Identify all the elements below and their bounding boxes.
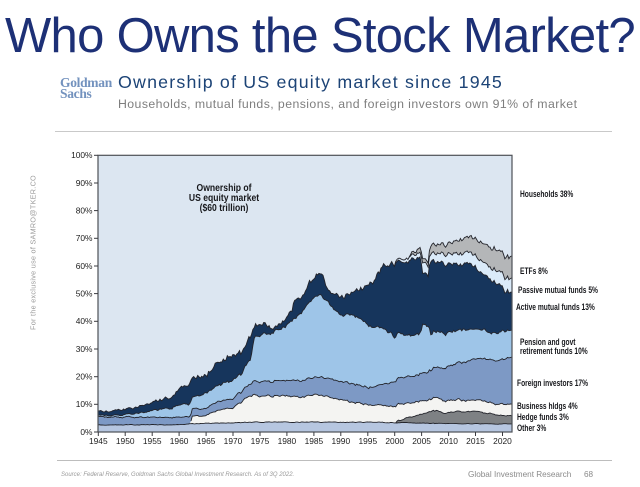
svg-text:50%: 50% <box>76 288 93 298</box>
svg-text:0%: 0% <box>80 427 93 437</box>
svg-text:1945: 1945 <box>89 436 108 446</box>
svg-text:40%: 40% <box>76 316 93 326</box>
svg-text:60%: 60% <box>76 261 93 271</box>
svg-text:80%: 80% <box>76 205 93 215</box>
svg-text:2020: 2020 <box>493 436 512 446</box>
svg-text:10%: 10% <box>76 399 93 409</box>
svg-text:1990: 1990 <box>331 436 350 446</box>
svg-text:1970: 1970 <box>224 436 243 446</box>
svg-text:90%: 90% <box>76 178 93 188</box>
svg-text:30%: 30% <box>76 344 93 354</box>
svg-text:1995: 1995 <box>358 436 377 446</box>
svg-text:2015: 2015 <box>466 436 485 446</box>
svg-text:1980: 1980 <box>278 436 297 446</box>
svg-text:70%: 70% <box>76 233 93 243</box>
svg-text:1955: 1955 <box>143 436 162 446</box>
svg-text:2000: 2000 <box>385 436 404 446</box>
svg-text:1975: 1975 <box>251 436 270 446</box>
svg-text:1950: 1950 <box>116 436 135 446</box>
svg-text:1965: 1965 <box>197 436 216 446</box>
svg-text:2005: 2005 <box>412 436 431 446</box>
svg-text:1985: 1985 <box>305 436 324 446</box>
svg-text:100%: 100% <box>71 150 93 160</box>
svg-text:2010: 2010 <box>439 436 458 446</box>
svg-text:20%: 20% <box>76 372 93 382</box>
svg-text:1960: 1960 <box>170 436 189 446</box>
